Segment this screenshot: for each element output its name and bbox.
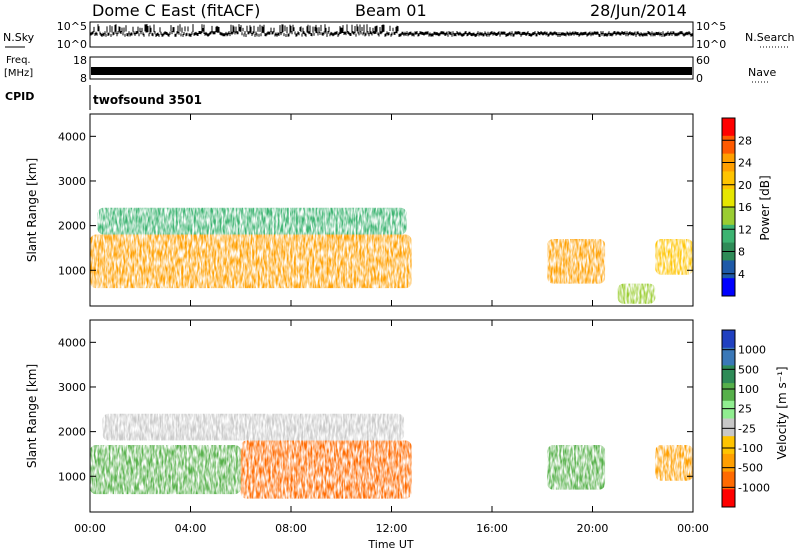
velocity-colorbar-tick-label: -25 [738, 422, 756, 435]
power-y-axis: 4000 3000 2000 1000 [58, 130, 693, 277]
power-colorbar-tick-label: 16 [738, 201, 752, 214]
nsearch-tick-bottom: 10^0 [696, 38, 726, 51]
power-region-1 [97, 207, 407, 235]
velocity-data-layer [90, 413, 693, 499]
power-region-4 [617, 283, 656, 304]
velocity-colorbar-swatch [722, 436, 735, 455]
power-colorbar: 28 24 20 16 12 8 4 [721, 117, 752, 297]
velocity-colorbar-frame [721, 329, 736, 508]
freq-tick-top: 18 [73, 54, 87, 67]
x-tick-label: 12:00 [376, 522, 408, 535]
power-y-tick-label: 3000 [58, 175, 86, 188]
power-region-0 [90, 234, 412, 289]
nsky-panel [89, 21, 694, 48]
cpid-value: twofsound 3501 [93, 93, 202, 107]
power-y-tick-label: 2000 [58, 220, 86, 233]
beam-title: Beam 01 [355, 1, 427, 20]
nsearch-tick-top: 10^5 [696, 20, 726, 33]
power-colorbar-label: Power [dB] [758, 175, 772, 240]
power-y-tick-label: 4000 [58, 130, 86, 143]
power-colorbar-tick-label: 4 [738, 268, 745, 281]
nsky-label: N.Sky [3, 31, 35, 44]
power-colorbar-swatch [722, 207, 735, 226]
x-tick-label: 00:00 [677, 522, 709, 535]
freq-label-1: Freq. [6, 55, 31, 66]
power-colorbar-swatch [722, 260, 735, 279]
power-colorbar-tick-label: 28 [738, 134, 752, 147]
power-panel: 4000 3000 2000 1000 Slant Range [km] [25, 113, 694, 307]
station-title: Dome C East (fitACF) [92, 1, 260, 20]
freq-trace [91, 67, 692, 75]
freq-panel [89, 56, 694, 80]
velocity-colorbar-swatch [722, 453, 735, 473]
power-colorbar-tick-label: 8 [738, 246, 745, 259]
nsky-tick-top: 10^5 [57, 20, 87, 33]
velocity-colorbar-swatch [722, 383, 735, 402]
power-region-2 [547, 239, 606, 284]
nsky-trace [90, 24, 693, 37]
cpid-label: CPID [5, 90, 34, 103]
velocity-colorbar-swatch [722, 400, 735, 419]
freq-tick-bottom: 8 [80, 72, 87, 85]
velocity-y-tick-label: 3000 [58, 381, 86, 394]
velocity-colorbar-tick-label: 1000 [738, 344, 766, 357]
velocity-region-0 [90, 445, 241, 495]
velocity-colorbar-label: Velocity [m s⁻¹] [775, 366, 789, 459]
power-colorbar-swatch [722, 118, 735, 137]
x-tick-label: 16:00 [476, 522, 508, 535]
nsearch-label: N.Search [745, 31, 795, 44]
power-y-tick-label: 1000 [58, 264, 86, 277]
velocity-region-2 [102, 413, 405, 441]
velocity-colorbar-tick-label: 100 [738, 383, 759, 396]
velocity-colorbar-swatch [722, 489, 735, 508]
x-tick-label: 20:00 [577, 522, 609, 535]
time-x-axis: 00:00 04:00 08:00 12:00 16:00 20:00 00:00 [74, 114, 709, 535]
power-colorbar-swatch [722, 189, 735, 208]
nave-tick-top: 60 [696, 54, 710, 67]
power-data-layer [90, 207, 693, 304]
velocity-colorbar-tick-label: -100 [738, 442, 763, 455]
velocity-colorbar-swatch [722, 471, 735, 490]
power-colorbar-tick-label: 12 [738, 223, 752, 236]
velocity-colorbar-swatch [722, 365, 735, 384]
power-region-3 [655, 239, 693, 275]
nave-label: Nave [748, 66, 776, 79]
velocity-y-axis: 4000 3000 2000 1000 [58, 336, 693, 483]
x-tick-label: 08:00 [275, 522, 307, 535]
velocity-colorbar-swatch [722, 330, 735, 349]
velocity-colorbar-swatch [722, 347, 735, 366]
power-colorbar-swatch [722, 135, 735, 155]
power-colorbar-swatch [722, 171, 735, 190]
velocity-colorbar-swatch [722, 418, 735, 437]
freq-label-2: [MHz] [4, 68, 33, 79]
x-axis-label: Time UT [367, 538, 413, 551]
power-colorbar-tick-label: 20 [738, 179, 752, 192]
velocity-colorbar-tick-label: 500 [738, 363, 759, 376]
velocity-y-tick-label: 1000 [58, 470, 86, 483]
x-tick-label: 04:00 [175, 522, 207, 535]
velocity-colorbar-tick-label: -500 [738, 462, 763, 475]
x-tick-label: 00:00 [74, 522, 106, 535]
velocity-y-label: Slant Range [km] [25, 364, 39, 468]
velocity-y-tick-label: 2000 [58, 426, 86, 439]
velocity-region-1 [240, 440, 412, 499]
power-y-label: Slant Range [km] [25, 158, 39, 262]
velocity-colorbar: 1000 500 100 25 -25 -100 -500 -1000 [721, 329, 770, 508]
power-colorbar-swatch [722, 278, 735, 297]
nave-tick-bottom: 0 [696, 72, 703, 85]
velocity-region-4 [655, 445, 693, 481]
velocity-y-tick-label: 4000 [58, 336, 86, 349]
date-title: 28/Jun/2014 [590, 1, 687, 20]
velocity-colorbar-tick-label: 25 [738, 403, 752, 416]
power-colorbar-swatch [722, 224, 735, 244]
power-colorbar-tick-label: 24 [738, 157, 752, 170]
velocity-colorbar-tick-label: -1000 [738, 481, 770, 494]
nsky-tick-bottom: 10^0 [57, 38, 87, 51]
velocity-region-3 [547, 445, 606, 490]
